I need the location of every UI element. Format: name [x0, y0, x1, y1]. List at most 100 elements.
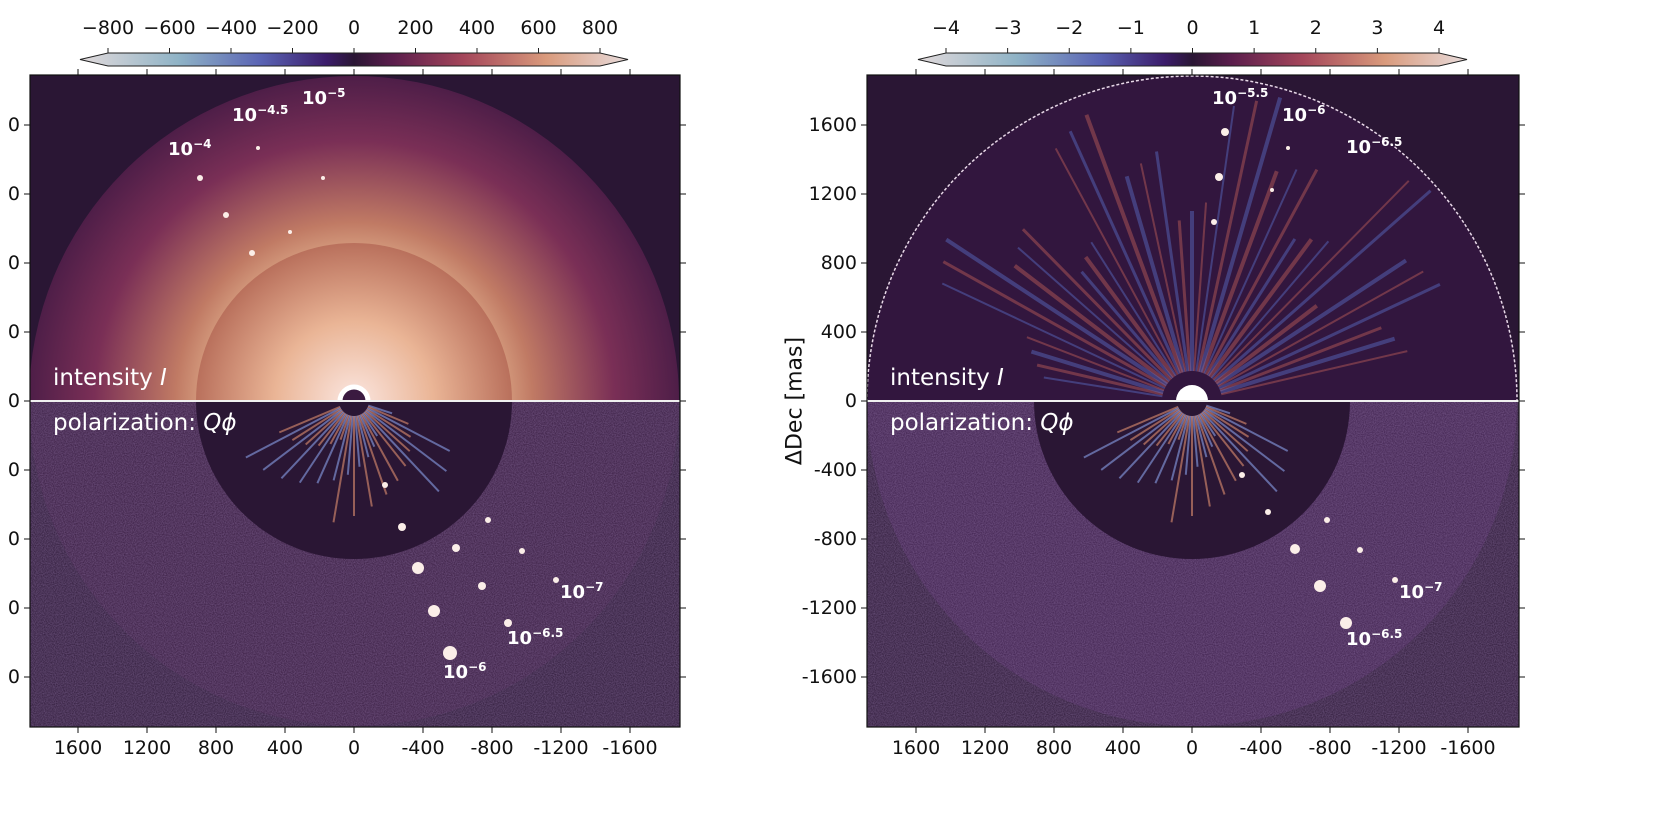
- speckle-streak: [1205, 404, 1231, 415]
- outer-arc: [867, 75, 1518, 401]
- tick-text: 3: [1371, 17, 1384, 39]
- annotation-base: 10: [1212, 88, 1238, 109]
- speckle-streak: [1193, 202, 1208, 372]
- label-italic: Qϕ: [203, 410, 237, 436]
- speckle-streak: [245, 407, 342, 459]
- tick-text: 400: [1104, 737, 1142, 759]
- tick-text: 1600: [808, 114, 857, 136]
- speckle-streak: [1084, 114, 1184, 374]
- y-axis-label: ΔDec [mas]: [783, 337, 808, 465]
- y-tick-label: 0: [8, 390, 20, 412]
- x-tick-label: -800: [470, 737, 513, 759]
- colorbar-tick-label: −3: [994, 17, 1022, 39]
- colorbar-tick-label: 800: [582, 17, 618, 39]
- speckle-streak: [317, 412, 346, 447]
- x-tick-label: -1600: [1440, 737, 1495, 759]
- speckle-streak: [362, 412, 407, 467]
- calibration-spot: [1211, 219, 1217, 225]
- tick-text: 400: [820, 321, 857, 343]
- tick-text: −200: [266, 17, 319, 39]
- speckle-streak: [1167, 413, 1186, 445]
- x-tick-label: 400: [1105, 737, 1141, 759]
- speckle-streak: [1155, 151, 1190, 372]
- label-text: intensity: [890, 365, 998, 391]
- y-tick-label: -1600: [802, 666, 857, 688]
- intensity-label: intensity I: [890, 365, 1004, 391]
- speckle-streak: [1204, 408, 1250, 438]
- calibration-spot: [1340, 617, 1352, 629]
- annotation-base: 10: [168, 139, 194, 160]
- tick-text: 1: [1248, 17, 1261, 39]
- speckle-streak: [1143, 410, 1182, 446]
- calibration-spot: [1392, 577, 1398, 583]
- annotation-base: 10: [560, 582, 586, 603]
- speckle-streak: [1155, 412, 1184, 447]
- speckle-streak: [1202, 410, 1249, 452]
- colorbar-tick-label: −600: [143, 17, 195, 39]
- tick-text: −1: [1116, 17, 1145, 39]
- calibration-spot: [197, 175, 203, 181]
- tick-text: 1600: [53, 737, 103, 759]
- x-tick-label: 1600: [54, 737, 102, 759]
- speckle-streak: [945, 237, 1169, 387]
- annotation-exponent: −7: [1424, 580, 1443, 594]
- speckle-streak: [1124, 175, 1186, 373]
- tick-text: 0: [347, 737, 361, 759]
- speckle-streak: [1083, 407, 1180, 459]
- calibration-spot: [1314, 580, 1326, 592]
- tick-text: −2: [1055, 17, 1084, 39]
- calibration-spot: [519, 548, 525, 554]
- x-tick-label: 800: [1036, 737, 1072, 759]
- speckle-streak: [1136, 412, 1185, 484]
- tick-text: -800: [1308, 737, 1352, 759]
- speckle-streak: [332, 415, 353, 523]
- calibration-spot: [504, 619, 512, 627]
- speckle-streak: [1212, 180, 1410, 381]
- speckle-streak: [360, 413, 399, 482]
- colorbar-tick-label: 0: [348, 17, 360, 39]
- tick-text: 0: [7, 321, 20, 343]
- x-tick-label: 1600: [892, 737, 940, 759]
- tick-text: 0: [7, 459, 20, 481]
- speckle-streak: [1203, 409, 1286, 472]
- polarization-half: [30, 401, 680, 727]
- speckle-streak: [1080, 270, 1174, 380]
- speckle-streak: [356, 415, 370, 458]
- tick-text: -800: [470, 737, 514, 759]
- tick-text: 0: [7, 528, 20, 550]
- contrast-annotation: 10−4.5: [232, 103, 288, 126]
- speckle-streak: [1219, 326, 1382, 392]
- calibration-spot: [398, 523, 406, 531]
- tick-text: −3: [993, 17, 1022, 39]
- calibration-spot: [485, 517, 491, 523]
- speckle-streak: [329, 413, 348, 445]
- contrast-annotation: 10−6: [443, 660, 486, 683]
- speckle-streak: [1194, 415, 1208, 458]
- tick-text: 1200: [808, 183, 857, 205]
- tick-text: 0: [1186, 17, 1199, 39]
- speckle-streak: [291, 408, 342, 441]
- tick-text: 800: [1035, 737, 1073, 759]
- speckle-streak: [1217, 270, 1424, 388]
- calibration-spot: [553, 577, 559, 583]
- speckle-streak: [1013, 264, 1170, 385]
- speckle-streak: [941, 282, 1166, 390]
- speckle-streak: [1206, 238, 1297, 377]
- tick-text: -800: [813, 528, 857, 550]
- y-tick-label: -1200: [802, 597, 857, 619]
- intensity-label: intensity I: [53, 365, 167, 391]
- annotation-exponent: −6.5: [1371, 135, 1403, 149]
- speckle-streak: [1204, 168, 1319, 376]
- speckle-streak: [332, 415, 352, 481]
- calibration-spot: [256, 146, 260, 150]
- y-tick-label: 0: [845, 390, 857, 412]
- annotation-exponent: −4: [193, 137, 212, 151]
- colorbar-tick-label: −800: [82, 17, 134, 39]
- y-tick-label: 0: [8, 666, 20, 688]
- speckle-streak: [1100, 409, 1181, 471]
- speckle-streak: [1205, 405, 1247, 425]
- y-tick-label: 0: [8, 528, 20, 550]
- calibration-spot: [288, 230, 292, 234]
- y-tick-label: 0: [8, 321, 20, 343]
